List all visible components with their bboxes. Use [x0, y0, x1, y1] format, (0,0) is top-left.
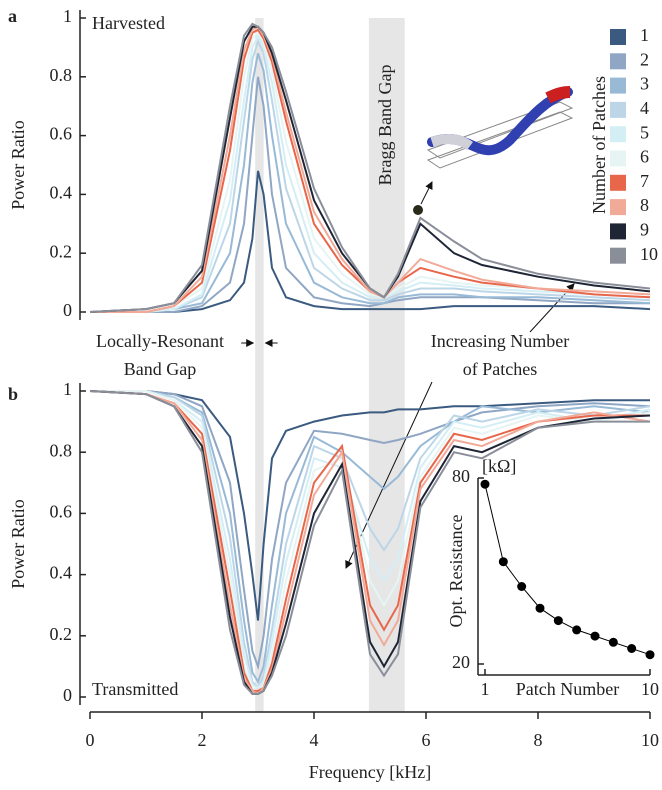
y-tick-label: 0.8	[50, 440, 73, 460]
series-line	[90, 31, 651, 313]
legend-swatch	[610, 150, 626, 167]
annotation: of Patches	[463, 359, 537, 379]
y-tick-label: 0.6	[50, 502, 73, 522]
beam-illustration	[413, 86, 574, 215]
point	[480, 479, 490, 489]
y-tick-label: 0.8	[50, 65, 73, 85]
x-axis-label: Frequency [kHz]	[309, 762, 431, 782]
series-line	[89, 390, 651, 695]
legend-swatch	[610, 101, 626, 118]
point	[627, 644, 637, 653]
series-line	[89, 390, 650, 692]
legend-label: 5	[640, 122, 649, 142]
series-line	[90, 52, 651, 313]
y-tick-label: 20	[452, 652, 470, 672]
x-tick-label: 8	[534, 730, 543, 750]
y-tick-label: 0	[63, 300, 72, 320]
point	[553, 616, 563, 626]
x-tick-label: 0	[86, 730, 95, 750]
y-tick-label: 1	[63, 379, 72, 399]
y-tick-label: 80	[452, 466, 470, 486]
y-axis-label: Opt. Resistance	[446, 515, 466, 628]
series-line	[484, 484, 651, 656]
legend-label: 2	[640, 49, 649, 69]
y-tick-label: 0.4	[50, 563, 73, 583]
legend-label: 6	[640, 147, 649, 167]
series-line	[90, 390, 650, 621]
point	[572, 625, 582, 635]
y-tick-label: 0.6	[50, 124, 73, 144]
panel-label: a	[8, 6, 17, 26]
legend-swatch	[610, 199, 626, 216]
legend-swatch	[610, 29, 626, 45]
panel-title: Transmitted	[92, 679, 178, 699]
x-tick-label: 6	[422, 730, 431, 750]
legend-title: Number of Patches	[589, 76, 609, 214]
legend-swatch	[610, 53, 626, 70]
x-axis-label: Patch Number	[516, 679, 619, 699]
point	[517, 582, 527, 591]
point	[498, 557, 508, 567]
point	[608, 637, 618, 647]
band-label: Locally-Resonant	[96, 331, 224, 351]
series-line	[89, 25, 651, 313]
x-tick-label: 1	[481, 679, 490, 699]
legend-swatch	[610, 247, 626, 264]
point	[645, 650, 655, 660]
band-label: Band Gap	[124, 359, 196, 379]
series-line	[90, 25, 651, 313]
series-line	[90, 390, 651, 684]
legend-label: 4	[640, 98, 649, 118]
series-line	[90, 33, 651, 313]
panel-title: Harvested	[92, 13, 165, 33]
legend-label: 10	[640, 244, 658, 264]
band-gap	[255, 18, 264, 712]
point	[535, 603, 545, 613]
point	[590, 631, 600, 641]
series-line	[89, 390, 650, 695]
series-line	[89, 390, 651, 696]
x-tick-label: 4	[310, 730, 319, 750]
legend-swatch	[610, 174, 626, 191]
series-line	[90, 390, 651, 693]
series-line	[90, 390, 651, 690]
series-line	[90, 390, 651, 690]
legend-label: 1	[640, 25, 649, 45]
y-tick-label: 0.4	[50, 183, 73, 203]
x-tick-label: 10	[641, 730, 659, 750]
y-tick-label: 0	[63, 685, 72, 705]
y-axis-label: Power Ratio	[8, 499, 28, 589]
series-line	[90, 76, 650, 313]
series-line	[90, 38, 651, 313]
legend-swatch	[610, 223, 626, 240]
y-axis-label: Power Ratio	[8, 120, 28, 210]
y-unit: [kΩ]	[482, 456, 516, 476]
legend-swatch	[610, 126, 626, 143]
band-label: Bragg Band Gap	[375, 65, 395, 186]
legend-label: 9	[640, 220, 649, 240]
annotation: Increasing Number	[431, 331, 569, 351]
series-line	[90, 170, 651, 313]
legend-swatch	[610, 77, 626, 94]
x-tick-label: 10	[641, 679, 659, 699]
y-tick-label: 0.2	[50, 241, 73, 261]
legend-label: 7	[640, 171, 649, 191]
series-line	[90, 390, 651, 671]
y-tick-label: 1	[63, 6, 72, 26]
series-line	[89, 22, 651, 313]
legend-label: 3	[640, 74, 649, 94]
y-tick-label: 0.2	[50, 624, 73, 644]
x-tick-label: 2	[198, 730, 207, 750]
series-line	[90, 28, 651, 313]
legend-label: 8	[640, 195, 649, 215]
panel-label: b	[8, 384, 18, 404]
